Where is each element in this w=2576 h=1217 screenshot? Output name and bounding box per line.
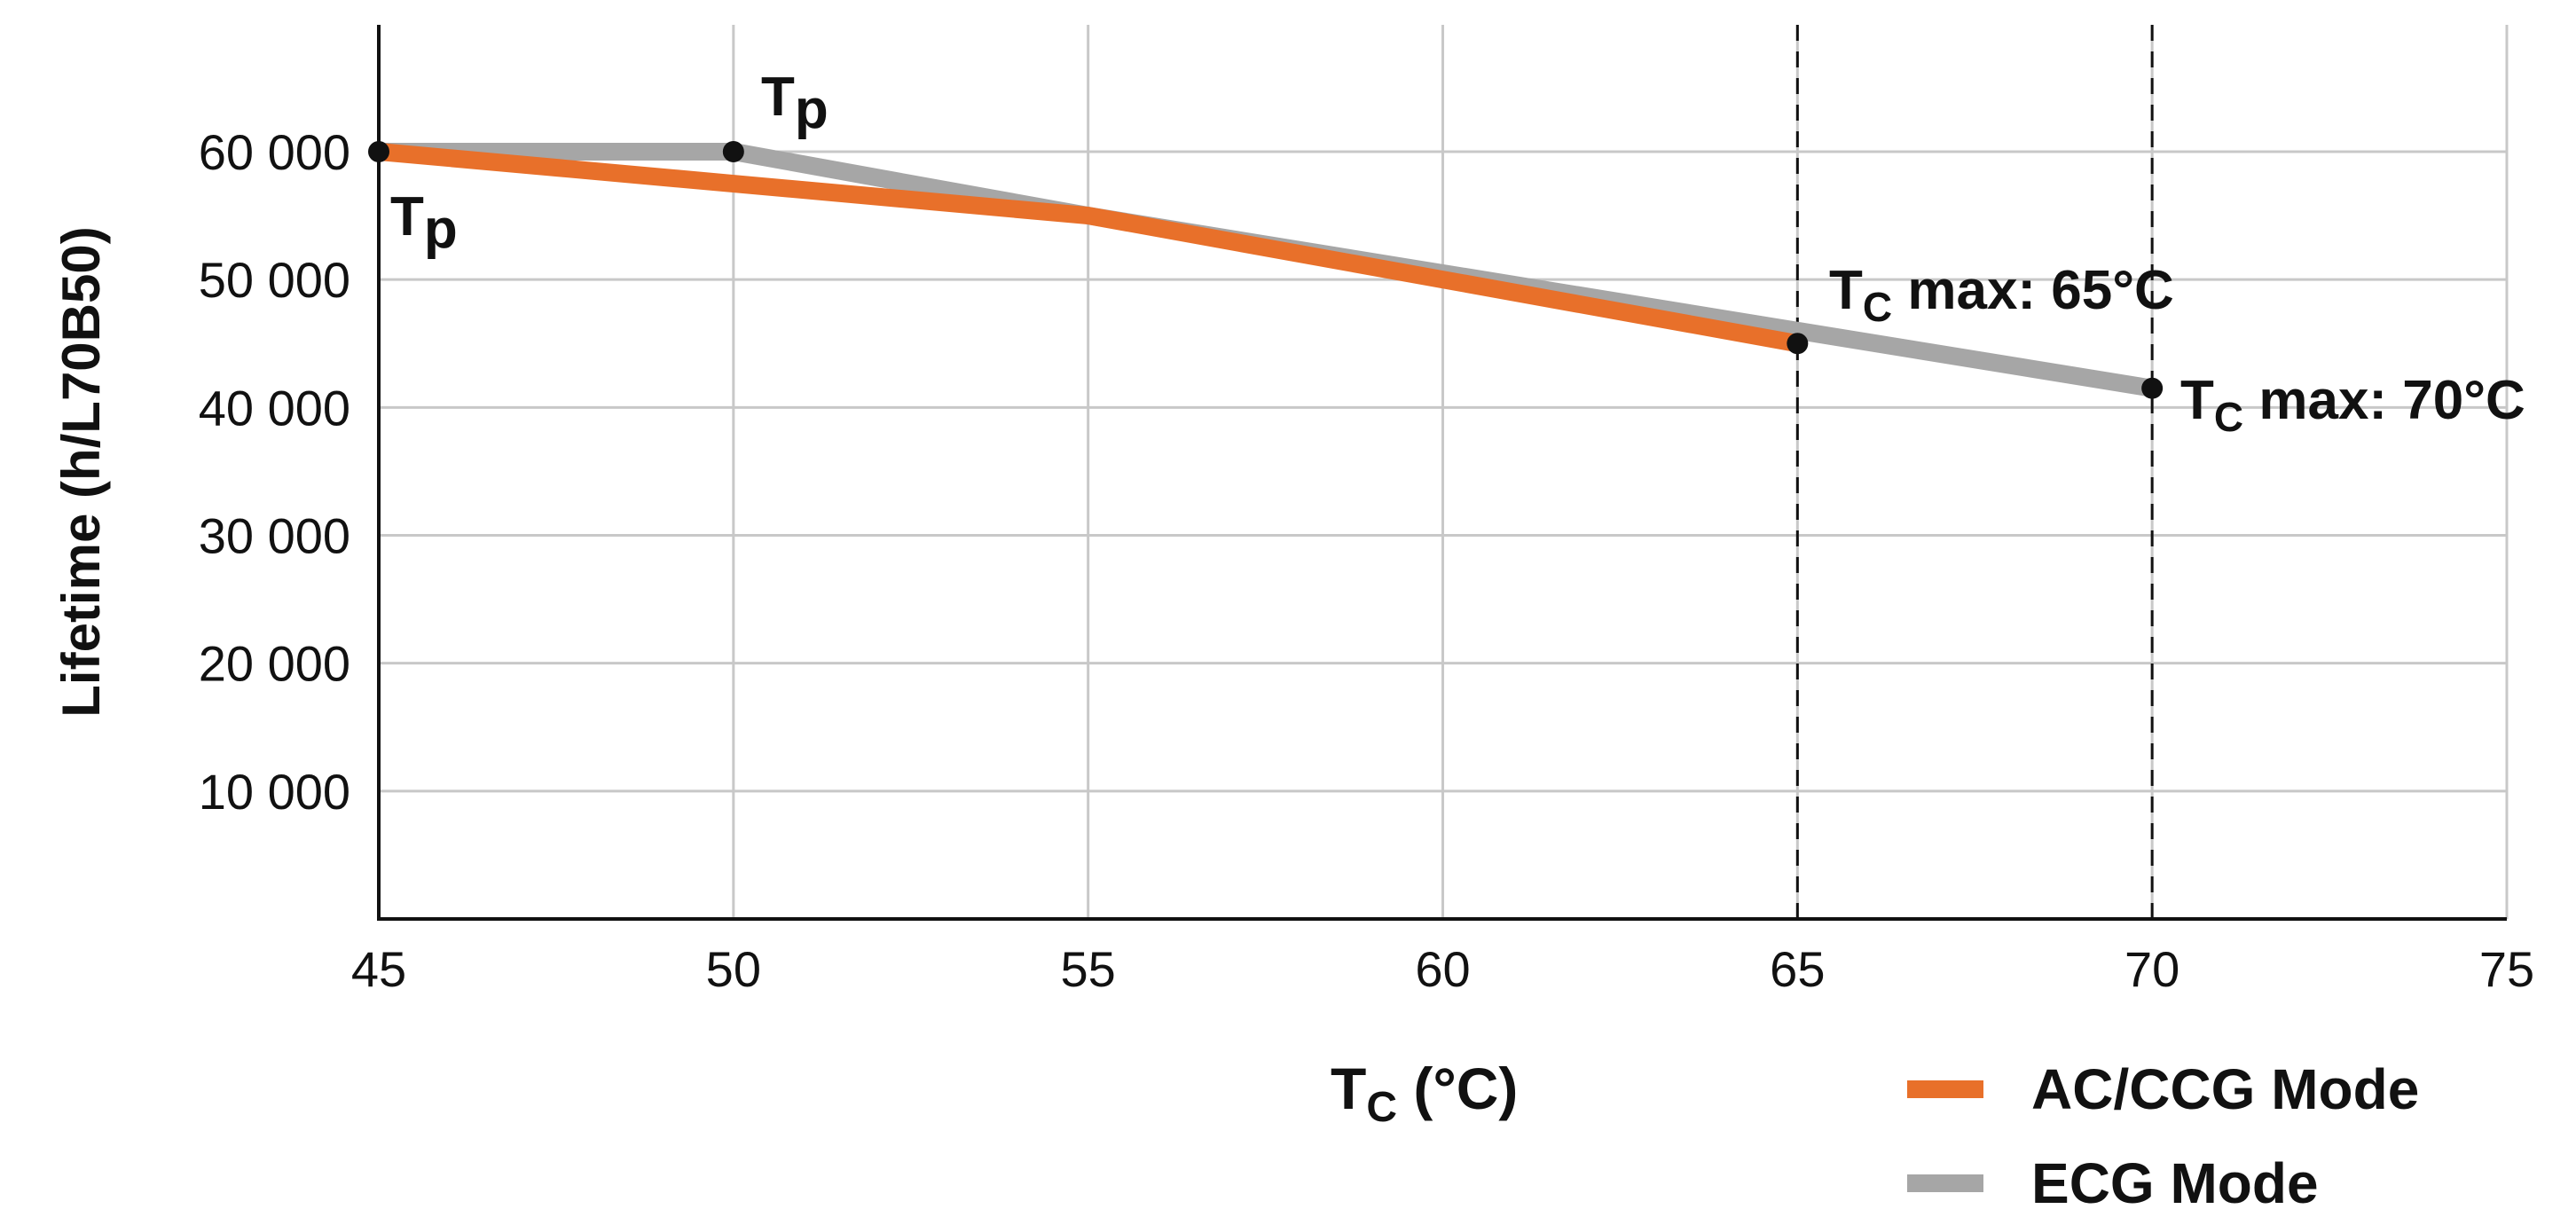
- data-point-marker: [2141, 377, 2164, 399]
- x-tick-label: 55: [1061, 941, 1116, 997]
- x-tick-label: 45: [351, 941, 406, 997]
- point-markers: [368, 141, 2164, 399]
- annotation-tp-45: Tp: [390, 186, 458, 260]
- tick-labels: 45 50 55 60 65 70 75 10 000 20 000 30 000 40 000 50…: [199, 124, 2534, 997]
- series-line-ecg-mode: [379, 143, 2154, 397]
- legend-label-ecg: ECG Mode: [2031, 1151, 2319, 1215]
- data-point-marker: [722, 141, 744, 162]
- annotation-tc-max-70: TC max: 70°C: [2180, 370, 2525, 440]
- axes: [377, 25, 2507, 921]
- data-point-marker: [1787, 333, 1809, 355]
- y-tick-label: 50 000: [199, 252, 350, 308]
- x-tick-label: 65: [1770, 941, 1825, 997]
- y-tick-label: 40 000: [199, 380, 350, 436]
- annotation-tc-max-65: TC max: 65°C: [1829, 260, 2174, 330]
- y-axis-label: Lifetime (h/L70B50): [51, 226, 111, 717]
- x-tick-label: 75: [2479, 941, 2534, 997]
- x-tick-label: 70: [2124, 941, 2179, 997]
- annotations: Tp Tp TC max: 65°C TC max: 70°C: [390, 67, 2525, 440]
- annotation-tp-50: Tp: [761, 67, 829, 140]
- x-axis-label: TC (°C): [1331, 1056, 1518, 1131]
- y-tick-label: 10 000: [199, 764, 350, 820]
- y-tick-label: 60 000: [199, 124, 350, 180]
- y-tick-label: 20 000: [199, 636, 350, 692]
- legend: AC/CCG Mode ECG Mode: [1907, 1057, 2419, 1215]
- x-tick-label: 60: [1415, 941, 1470, 997]
- y-tick-label: 30 000: [199, 508, 350, 564]
- series-lines: [378, 143, 2154, 397]
- x-tick-label: 50: [706, 941, 761, 997]
- series-line-ac-ccg-mode: [378, 143, 1800, 353]
- max-temperature-lines: [1795, 25, 2154, 919]
- legend-label-ac-ccg: AC/CCG Mode: [2031, 1057, 2419, 1121]
